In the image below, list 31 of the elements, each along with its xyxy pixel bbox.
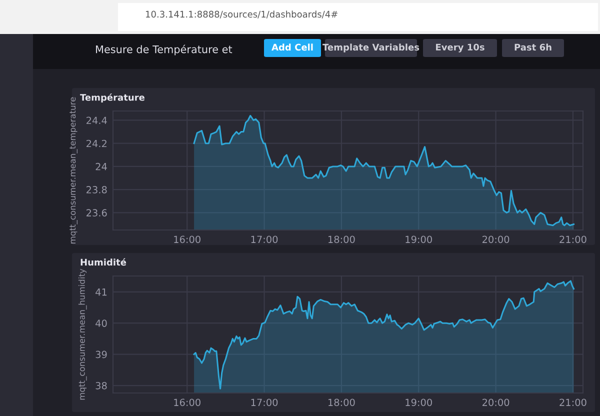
x-tick-label: 18:00 xyxy=(328,398,355,406)
x-tick-label: 19:00 xyxy=(406,398,432,406)
chart-title: Température xyxy=(80,93,144,103)
text: Mesure de Température et xyxy=(96,44,232,56)
y-tick-label: 24 xyxy=(96,162,107,170)
y-tick-label: 24.4 xyxy=(86,116,107,124)
y-tick-label: 23.6 xyxy=(86,209,107,216)
y-tick-label: 38 xyxy=(96,382,107,390)
x-tick-label: 16:00 xyxy=(174,236,200,244)
y-tick-label: 24.2 xyxy=(86,140,106,148)
text: Template Variables xyxy=(322,44,420,52)
y-tick-label: 41 xyxy=(96,288,107,296)
text: Add Cell xyxy=(272,44,313,51)
y-tick-label: 39 xyxy=(96,350,107,358)
x-tick-label: 18:00 xyxy=(328,236,355,244)
x-tick-label: 20:00 xyxy=(482,398,510,406)
x-tick-label: 20:00 xyxy=(482,236,510,244)
text: Past 6h xyxy=(514,44,552,51)
y-tick-label: 40 xyxy=(96,320,107,327)
x-tick-label: 17:00 xyxy=(251,236,278,244)
x-tick-label: 16:00 xyxy=(174,398,200,406)
y-axis-title: mqtt_consumer.mean_humidity xyxy=(78,268,87,400)
chart-title: Humidité xyxy=(80,258,126,266)
y-axis-title: mqtt_consumer.mean_temperature xyxy=(70,97,78,244)
x-tick-label: 21:00 xyxy=(560,236,586,244)
y-tick-label: 23.8 xyxy=(86,186,107,194)
x-tick-label: 17:00 xyxy=(251,398,278,406)
text: 10.3.141.1:8888/sources/1/dashboards/4# xyxy=(146,10,338,18)
x-tick-label: 19:00 xyxy=(406,236,432,244)
x-tick-label: 21:00 xyxy=(560,398,586,406)
text: Every 10s xyxy=(436,44,484,52)
